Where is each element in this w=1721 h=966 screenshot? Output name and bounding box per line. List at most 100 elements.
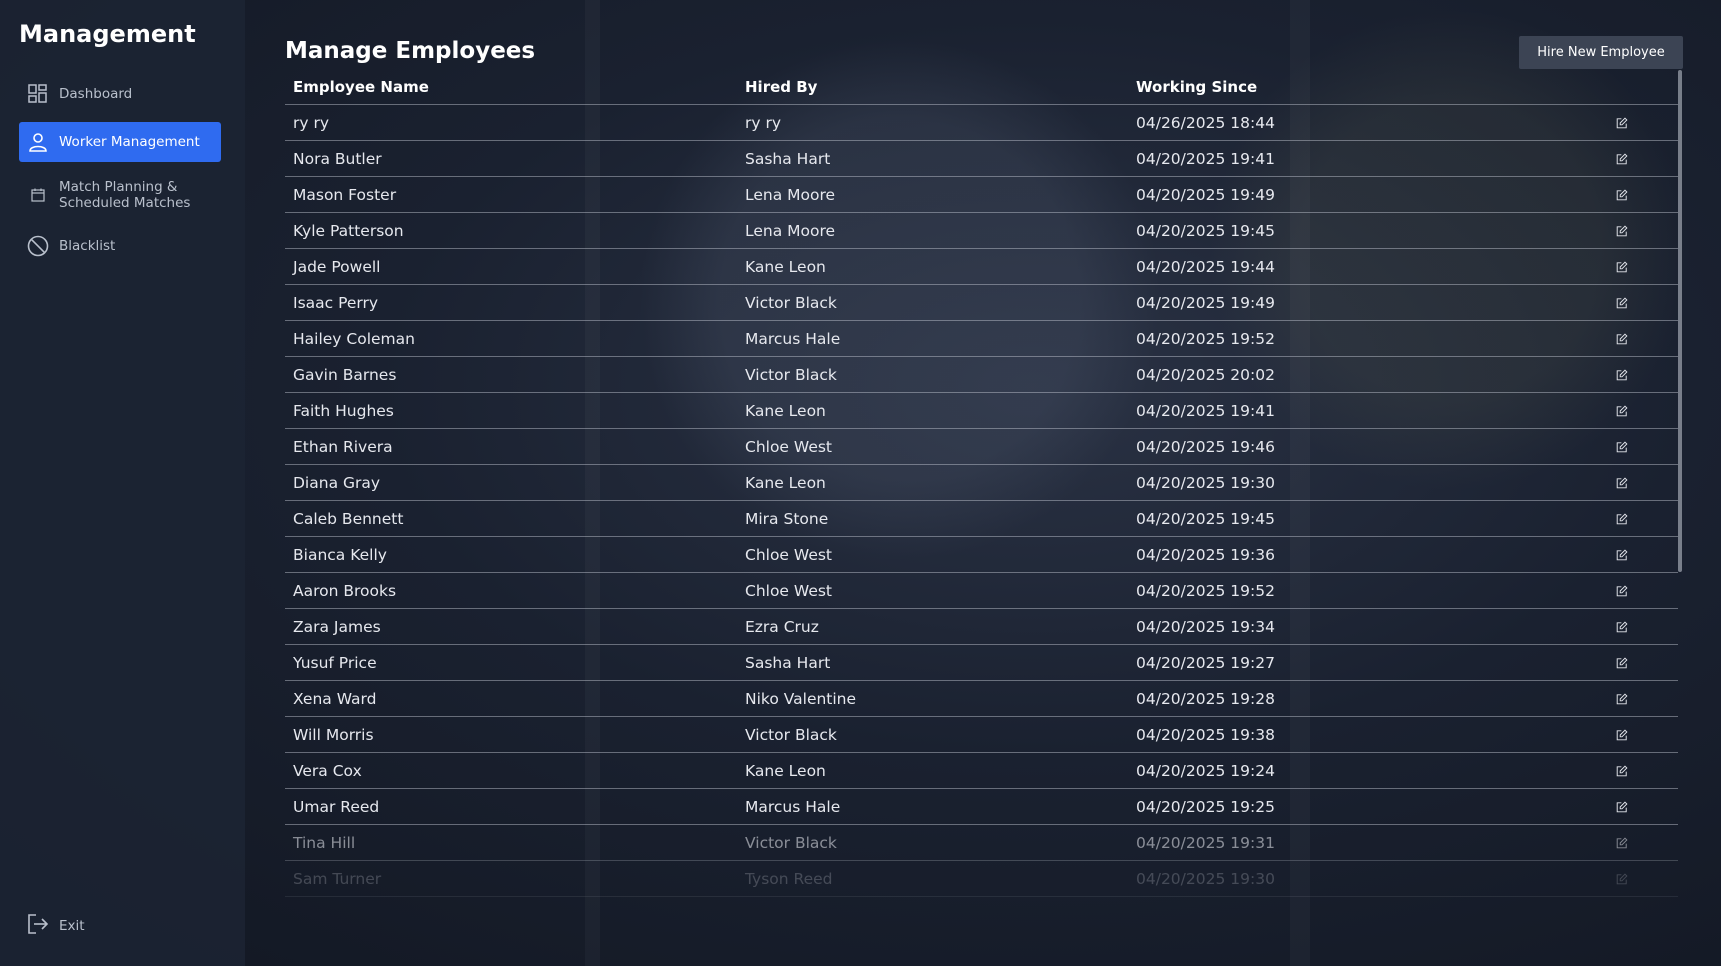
actions-cell <box>1558 149 1678 169</box>
table-row: Nora Butler Sasha Hart 04/20/2025 19:41 <box>285 141 1678 177</box>
edit-icon[interactable] <box>1608 149 1628 169</box>
table-row: Sam Turner Tyson Reed 04/20/2025 19:30 <box>285 861 1678 897</box>
actions-cell <box>1558 761 1678 781</box>
hired-by-cell: Marcus Hale <box>745 329 841 348</box>
employee-name-cell: Mason Foster <box>293 185 397 204</box>
edit-icon[interactable] <box>1608 581 1628 601</box>
exit-label: Exit <box>59 918 85 934</box>
hired-by-cell: ry ry <box>745 113 782 132</box>
edit-icon[interactable] <box>1608 653 1628 673</box>
edit-icon[interactable] <box>1608 365 1628 385</box>
sidebar: Management Dashboard Worker Management M… <box>0 0 245 966</box>
hired-by-cell: Kane Leon <box>745 473 826 492</box>
edit-icon[interactable] <box>1608 725 1628 745</box>
hired-by-cell: Lena Moore <box>745 185 836 204</box>
hire-new-employee-button[interactable]: Hire New Employee <box>1519 36 1683 69</box>
working-since-cell: 04/20/2025 19:41 <box>1136 401 1275 420</box>
employee-name-cell: Faith Hughes <box>293 401 394 420</box>
page-title: Manage Employees <box>285 38 536 64</box>
actions-cell <box>1558 797 1678 817</box>
table-row: Isaac Perry Victor Black 04/20/2025 19:49 <box>285 285 1678 321</box>
employee-name-cell: Caleb Bennett <box>293 509 404 528</box>
hired-by-cell: Niko Valentine <box>745 689 857 708</box>
table-header: Employee Name Hired By Working Since <box>285 70 1678 105</box>
actions-cell <box>1558 365 1678 385</box>
working-since-cell: 04/26/2025 18:44 <box>1136 113 1275 132</box>
edit-icon[interactable] <box>1608 797 1628 817</box>
employee-name-cell: Vera Cox <box>293 761 362 780</box>
edit-icon[interactable] <box>1608 473 1628 493</box>
hired-by-cell: Chloe West <box>745 545 833 564</box>
edit-icon[interactable] <box>1608 545 1628 565</box>
hired-by-cell: Kane Leon <box>745 761 826 780</box>
table-row: Faith Hughes Kane Leon 04/20/2025 19:41 <box>285 393 1678 429</box>
table-row: ry ry ry ry 04/26/2025 18:44 <box>285 105 1678 141</box>
sidebar-item-worker-management[interactable]: Worker Management <box>19 122 221 162</box>
table-scrollbar[interactable] <box>1678 70 1682 572</box>
table-row: Ethan Rivera Chloe West 04/20/2025 19:46 <box>285 429 1678 465</box>
employee-name-cell: Diana Gray <box>293 473 381 492</box>
edit-icon[interactable] <box>1608 113 1628 133</box>
table-row: Bianca Kelly Chloe West 04/20/2025 19:36 <box>285 537 1678 573</box>
actions-cell <box>1558 437 1678 457</box>
edit-icon[interactable] <box>1608 221 1628 241</box>
working-since-cell: 04/20/2025 19:38 <box>1136 725 1275 744</box>
hired-by-cell: Victor Black <box>745 725 837 744</box>
hired-by-cell: Tyson Reed <box>745 869 833 888</box>
hired-by-cell: Marcus Hale <box>745 797 841 816</box>
table-row: Diana Gray Kane Leon 04/20/2025 19:30 <box>285 465 1678 501</box>
actions-cell <box>1558 617 1678 637</box>
edit-icon[interactable] <box>1608 257 1628 277</box>
main-content: Manage Employees Hire New Employee Emplo… <box>285 0 1685 966</box>
table-row: Xena Ward Niko Valentine 04/20/2025 19:28 <box>285 681 1678 717</box>
edit-icon[interactable] <box>1608 329 1628 349</box>
edit-icon[interactable] <box>1608 509 1628 529</box>
actions-cell <box>1558 509 1678 529</box>
table-row: Jade Powell Kane Leon 04/20/2025 19:44 <box>285 249 1678 285</box>
table-row: Hailey Coleman Marcus Hale 04/20/2025 19:5… <box>285 321 1678 357</box>
employee-name-cell: Will Morris <box>293 725 374 744</box>
hired-by-cell: Ezra Cruz <box>745 617 819 636</box>
sidebar-item-dashboard[interactable]: Dashboard <box>19 74 221 114</box>
actions-cell <box>1558 473 1678 493</box>
working-since-cell: 04/20/2025 19:30 <box>1136 869 1275 888</box>
edit-icon[interactable] <box>1608 761 1628 781</box>
working-since-cell: 04/20/2025 19:52 <box>1136 581 1275 600</box>
employees-table: Employee Name Hired By Working Since ry … <box>285 70 1678 897</box>
sidebar-title: Management <box>19 20 196 48</box>
edit-icon[interactable] <box>1608 869 1628 889</box>
working-since-cell: 04/20/2025 19:41 <box>1136 149 1275 168</box>
ban-icon <box>27 235 49 257</box>
edit-icon[interactable] <box>1608 401 1628 421</box>
edit-icon[interactable] <box>1608 833 1628 853</box>
employee-name-cell: Xena Ward <box>293 689 377 708</box>
edit-icon[interactable] <box>1608 293 1628 313</box>
sidebar-item-match-planning[interactable]: Match Planning & Scheduled Matches <box>19 171 221 219</box>
sidebar-item-label: Dashboard <box>59 86 133 102</box>
table-row: Tina Hill Victor Black 04/20/2025 19:31 <box>285 825 1678 861</box>
edit-icon[interactable] <box>1608 437 1628 457</box>
edit-icon[interactable] <box>1608 185 1628 205</box>
hired-by-cell: Sasha Hart <box>745 653 831 672</box>
user-icon <box>27 131 49 153</box>
working-since-cell: 04/20/2025 19:30 <box>1136 473 1275 492</box>
table-row: Gavin Barnes Victor Black 04/20/2025 20:02 <box>285 357 1678 393</box>
calendar-icon <box>27 184 49 206</box>
sidebar-item-blacklist[interactable]: Blacklist <box>19 226 221 266</box>
edit-icon[interactable] <box>1608 689 1628 709</box>
employee-name-cell: Kyle Patterson <box>293 221 404 240</box>
column-header-employee-name: Employee Name <box>293 78 429 96</box>
table-row: Yusuf Price Sasha Hart 04/20/2025 19:27 <box>285 645 1678 681</box>
column-header-working-since: Working Since <box>1136 78 1258 96</box>
table-row: Zara James Ezra Cruz 04/20/2025 19:34 <box>285 609 1678 645</box>
edit-icon[interactable] <box>1608 617 1628 637</box>
exit-button[interactable]: Exit <box>27 913 85 939</box>
actions-cell <box>1558 725 1678 745</box>
employee-name-cell: Umar Reed <box>293 797 380 816</box>
working-since-cell: 04/20/2025 19:34 <box>1136 617 1275 636</box>
working-since-cell: 04/20/2025 19:45 <box>1136 221 1275 240</box>
actions-cell <box>1558 653 1678 673</box>
employee-name-cell: Sam Turner <box>293 869 382 888</box>
table-row: Kyle Patterson Lena Moore 04/20/2025 19:45 <box>285 213 1678 249</box>
actions-cell <box>1558 401 1678 421</box>
